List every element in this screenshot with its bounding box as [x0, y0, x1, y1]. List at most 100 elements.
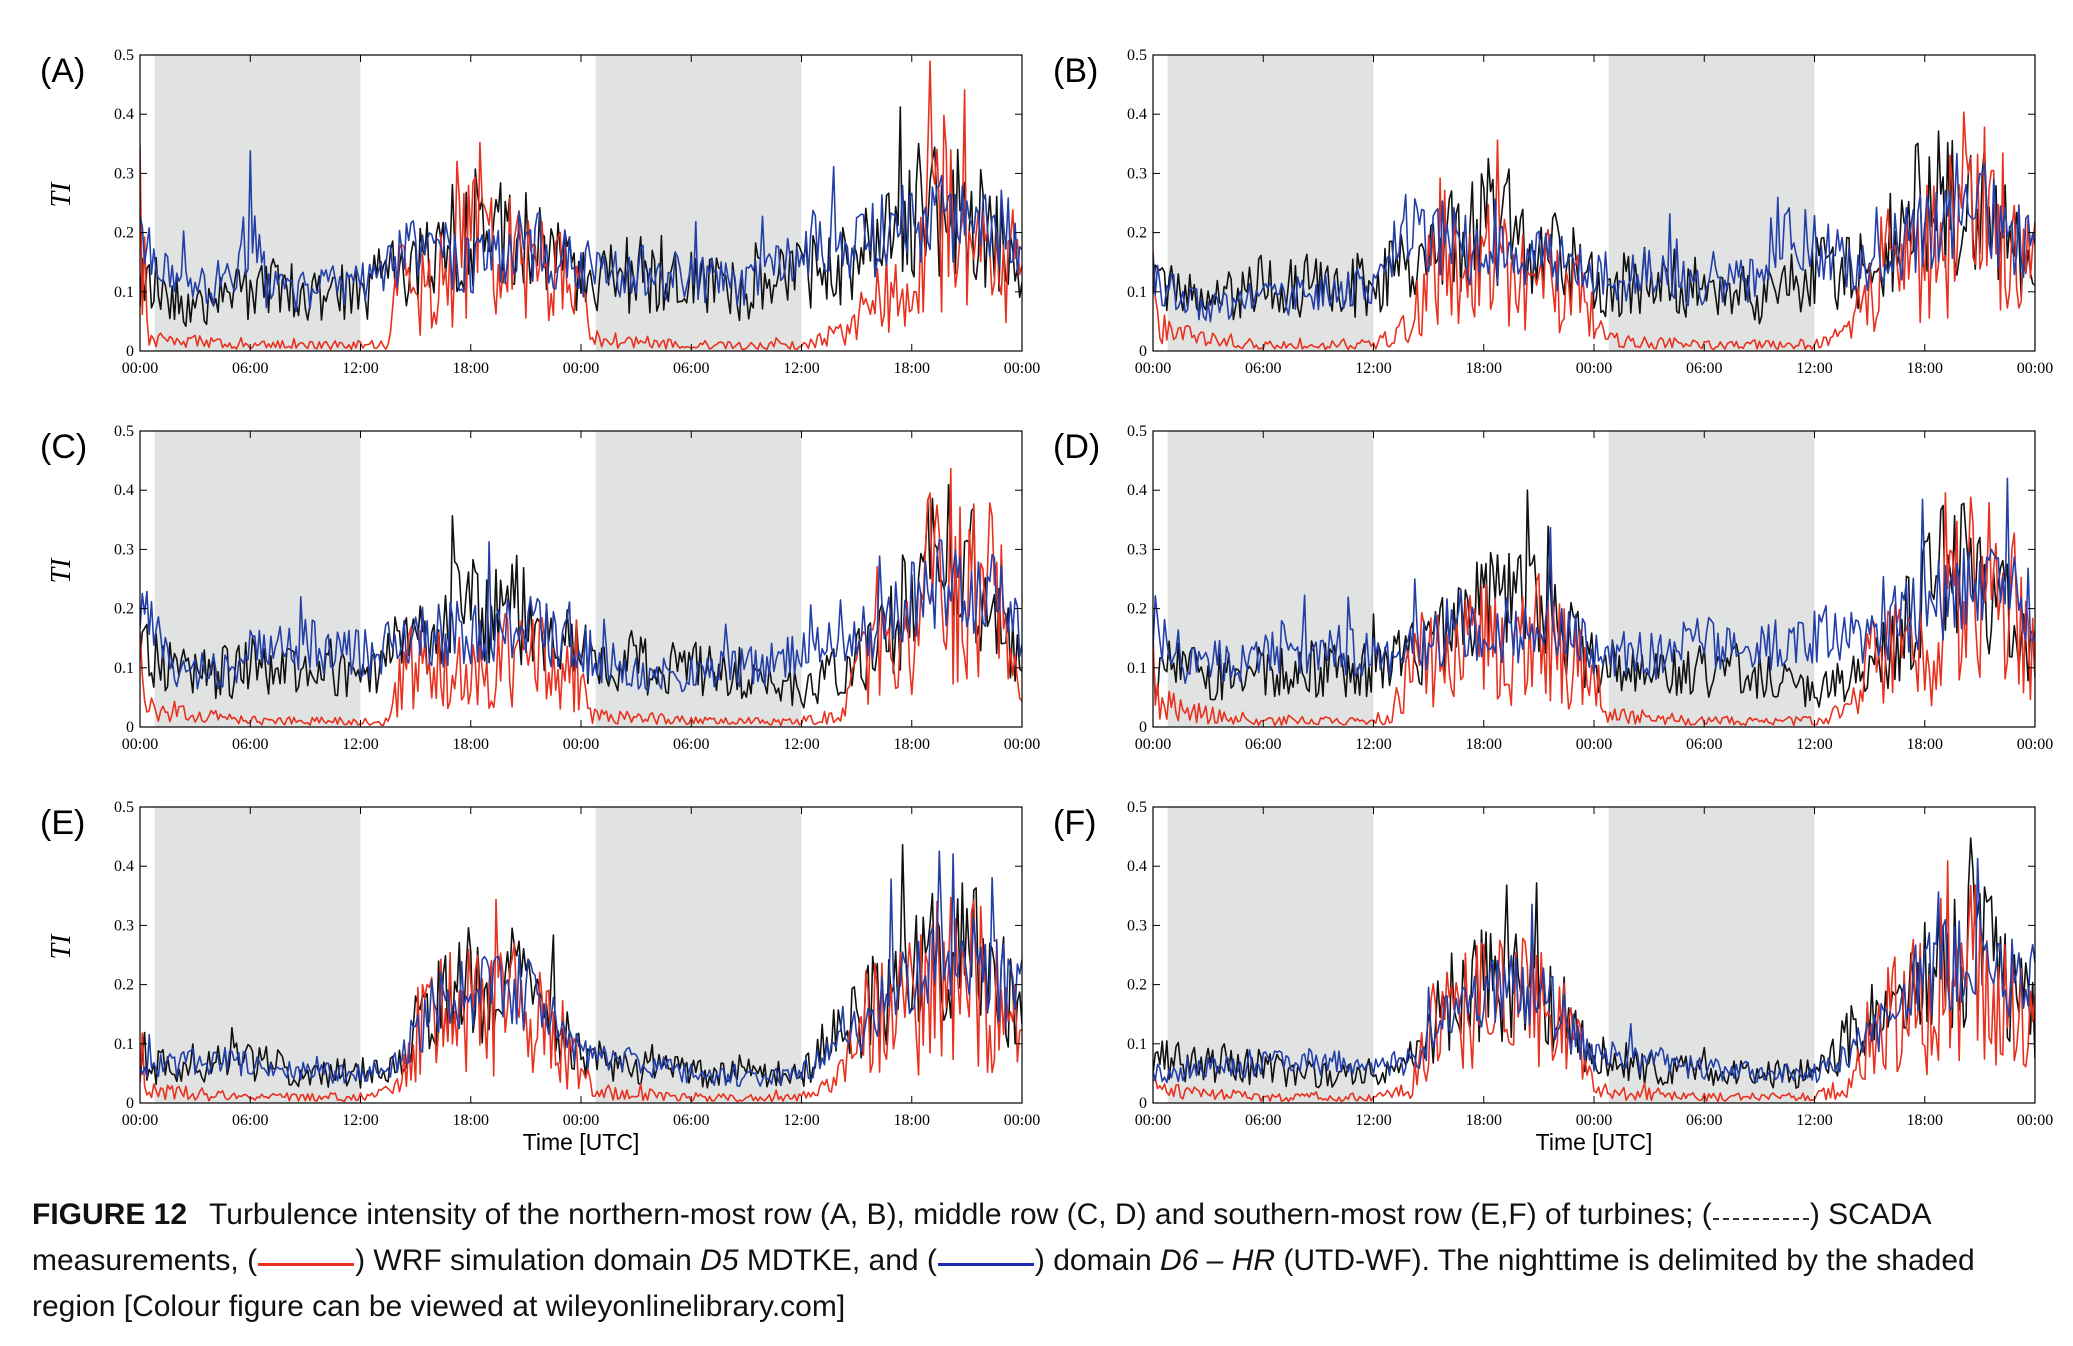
y-tick-label: 0.2: [1127, 977, 1147, 994]
caption-part-1: Turbulence intensity of the northern-mos…: [209, 1198, 1712, 1231]
x-tick-label: 06:00: [1245, 360, 1281, 377]
x-tick-label: 06:00: [1245, 1112, 1281, 1129]
night-shade: [154, 431, 361, 727]
y-tick-label: 0.4: [114, 482, 134, 499]
series-line-d6_hr: [1153, 152, 2035, 323]
x-tick-label: 00:00: [1004, 736, 1040, 753]
x-tick-label: 00:00: [122, 1112, 158, 1129]
y-tick-label: 0.3: [114, 917, 134, 934]
panel-c: 0 0.1 0.2 0.3 0.4 0.5 00:00 06:00 12:00 18:00 00:0…: [40, 423, 1040, 753]
x-tick-label: 00:00: [1135, 736, 1171, 753]
y-tick-label: 0.3: [1127, 165, 1147, 182]
x-tick-label: 12:00: [1796, 360, 1832, 377]
x-tick-label: 12:00: [783, 360, 819, 377]
y-tick-label: 0.5: [1127, 47, 1147, 64]
caption-part-6: (UTD-WF). The nighttime is delimited by …: [32, 1244, 1975, 1323]
y-tick-label: 0.2: [114, 225, 134, 242]
x-tick-label: 18:00: [1466, 736, 1502, 753]
x-tick-label: 06:00: [673, 736, 709, 753]
panel-d: 0 0.1 0.2 0.3 0.4 0.5 00:00 06:00 12:00 18:00 00:0…: [1053, 423, 2053, 753]
x-tick-label: 06:00: [673, 1112, 709, 1129]
y-tick-label: 0: [1139, 719, 1147, 736]
x-tick-label: 06:00: [232, 360, 268, 377]
x-tick-label: 00:00: [2017, 1112, 2053, 1129]
caption-domain-d6-hr: D6 – HR: [1159, 1244, 1276, 1277]
x-tick-label: 06:00: [232, 1112, 268, 1129]
y-tick-label: 0.2: [114, 601, 134, 618]
x-tick-label: 12:00: [1355, 360, 1391, 377]
x-tick-label: 18:00: [453, 736, 489, 753]
y-axis-label: TI: [46, 933, 77, 960]
y-tick-label: 0.5: [114, 47, 134, 64]
night-shade: [154, 807, 361, 1103]
panel-label: (F): [1053, 804, 1096, 842]
y-tick-label: 0.1: [114, 660, 134, 677]
legend-swatch-scada: [1712, 1218, 1809, 1220]
night-shade: [1608, 55, 1815, 351]
x-tick-label: 12:00: [1796, 736, 1832, 753]
x-tick-label: 18:00: [1466, 360, 1502, 377]
night-shade: [154, 55, 361, 351]
series-line-d5_mdtke: [1153, 111, 2035, 351]
x-tick-label: 00:00: [1576, 736, 1612, 753]
x-tick-label: 06:00: [1686, 360, 1722, 377]
caption-part-5: ) domain: [1034, 1244, 1160, 1277]
x-tick-label: 06:00: [1686, 736, 1722, 753]
series-line-d6_hr: [140, 850, 1022, 1087]
caption-part-4: MDTKE, and (: [738, 1244, 937, 1277]
y-tick-label: 0.1: [1127, 660, 1147, 677]
y-tick-label: 0.4: [1127, 482, 1147, 499]
x-tick-label: 12:00: [342, 736, 378, 753]
y-tick-label: 0: [1139, 1095, 1147, 1112]
y-tick-label: 0.4: [1127, 106, 1147, 123]
x-tick-label: 12:00: [1355, 736, 1391, 753]
x-tick-label: 18:00: [1907, 736, 1943, 753]
x-tick-label: 18:00: [1466, 1112, 1502, 1129]
x-tick-label: 18:00: [453, 1112, 489, 1129]
night-shade: [595, 55, 802, 351]
series-line-d5_mdtke: [140, 467, 1022, 727]
panel-label: (B): [1053, 52, 1098, 90]
y-tick-label: 0.2: [1127, 225, 1147, 242]
x-tick-label: 00:00: [1576, 1112, 1612, 1129]
y-tick-label: 0.5: [114, 799, 134, 816]
panel-e: 0 0.1 0.2 0.3 0.4 0.5 00:00 06:00 12:00 18:00 00:0…: [40, 799, 1040, 1155]
legend-swatch-d6-hr: [937, 1263, 1034, 1266]
y-tick-label: 0.3: [1127, 917, 1147, 934]
x-tick-label: 12:00: [1355, 1112, 1391, 1129]
x-tick-label: 06:00: [1686, 1112, 1722, 1129]
y-tick-label: 0.4: [114, 858, 134, 875]
y-tick-label: 0: [126, 719, 134, 736]
night-shade: [1608, 431, 1815, 727]
x-tick-label: 00:00: [1135, 1112, 1171, 1129]
y-tick-label: 0.5: [1127, 423, 1147, 440]
series-line-d5_mdtke: [140, 896, 1022, 1103]
series-line-d6_hr: [1153, 857, 2035, 1084]
x-tick-label: 00:00: [1135, 360, 1171, 377]
y-tick-label: 0.3: [114, 165, 134, 182]
x-tick-label: 06:00: [673, 360, 709, 377]
y-tick-label: 0: [126, 343, 134, 360]
x-tick-label: 18:00: [1907, 1112, 1943, 1129]
y-tick-label: 0.1: [1127, 284, 1147, 301]
x-tick-label: 00:00: [122, 736, 158, 753]
x-tick-label: 00:00: [2017, 360, 2053, 377]
x-tick-label: 00:00: [1004, 360, 1040, 377]
y-tick-label: 0.4: [1127, 858, 1147, 875]
y-axis-label: TI: [46, 557, 77, 584]
x-tick-label: 06:00: [232, 736, 268, 753]
y-tick-label: 0.2: [114, 977, 134, 994]
figure-caption: FIGURE 12 Turbulence intensity of the nor…: [32, 1192, 2052, 1330]
x-tick-label: 12:00: [342, 360, 378, 377]
night-shade: [1608, 807, 1815, 1103]
x-tick-label: 18:00: [894, 736, 930, 753]
panel-f: 0 0.1 0.2 0.3 0.4 0.5 00:00 06:00 12:00 18:00 00:0…: [1053, 799, 2053, 1155]
x-axis-label: Time [UTC]: [523, 1129, 640, 1155]
y-tick-label: 0: [1139, 343, 1147, 360]
night-shade: [595, 807, 802, 1103]
x-tick-label: 00:00: [563, 736, 599, 753]
caption-domain-d5: D5: [700, 1244, 739, 1277]
panel-a: 0 0.1 0.2 0.3 0.4 0.5 00:00 06:00 12:00 18:00 00:0…: [40, 47, 1040, 377]
y-tick-label: 0.1: [1127, 1036, 1147, 1053]
